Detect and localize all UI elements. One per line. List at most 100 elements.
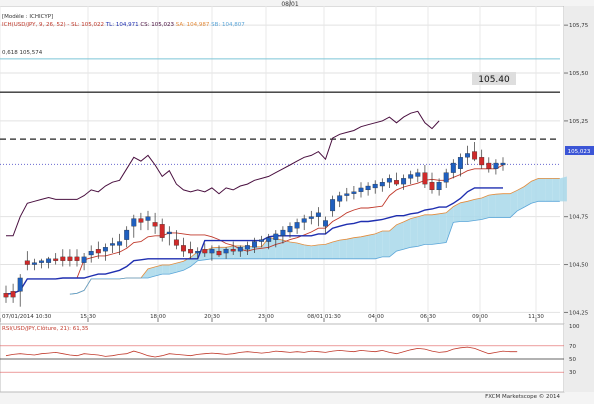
price-tick-label: 104,25: [569, 310, 589, 316]
candle-body: [457, 157, 463, 169]
candle-body: [493, 162, 499, 169]
candle-body: [429, 182, 435, 191]
cloud-segment: [538, 178, 546, 202]
legend-entry: ICH(USD/JPY, 9, 26, 52) -: [2, 22, 69, 28]
candle-body: [60, 256, 66, 261]
candle-body: [408, 174, 414, 179]
candle-body: [372, 183, 378, 189]
legend-entry: SA: 104,987: [174, 22, 210, 28]
cloud-segment: [275, 238, 283, 259]
candle-body: [195, 250, 201, 254]
rsi-plot-area[interactable]: [0, 323, 565, 393]
legend-entry: CS: 105,023: [139, 22, 175, 28]
price-tick-label: 104,50: [569, 263, 589, 269]
time-tick-label: 11:30: [528, 314, 544, 320]
price-tick-label: 105,50: [569, 71, 589, 77]
time-axis-ticks: 07/01/2014 10:30 15:30 18:00 20:30 23:00 08/0…: [0, 314, 544, 322]
candle-body: [110, 243, 115, 246]
cloud-segment: [368, 233, 376, 259]
candle-body: [394, 180, 399, 185]
cloud-segment: [453, 202, 461, 223]
candle-body: [280, 229, 286, 236]
cloud-segment: [375, 231, 383, 259]
candle-body: [358, 187, 364, 192]
candle-body: [17, 277, 23, 292]
candle-body: [273, 233, 279, 240]
cloud-segment: [524, 181, 532, 208]
candle-body: [344, 193, 350, 196]
time-tick-label: 09:00: [472, 314, 488, 320]
cloud-segment: [495, 193, 503, 218]
candle-body: [88, 250, 94, 256]
cloud-segment: [545, 178, 553, 202]
cloud-segment: [325, 242, 333, 259]
module-label: [Modèle : ICHICYP]: [2, 13, 53, 20]
candle-body: [188, 249, 194, 254]
candle-body: [479, 157, 485, 166]
cloud-segment: [311, 244, 319, 259]
candle-body: [330, 199, 336, 212]
candle-body: [401, 178, 407, 185]
indicator-legend: ICH(USD/JPY, 9, 26, 52) - SL: 105,022 TL…: [2, 22, 245, 28]
candle-body: [230, 249, 236, 252]
price-tick-label: 105,25: [569, 119, 589, 125]
candle-body: [436, 182, 442, 191]
cloud-segment: [446, 206, 454, 243]
cloud-segment: [254, 246, 262, 259]
candle-body: [450, 162, 456, 173]
cloud-segment: [162, 265, 170, 275]
candle-body: [323, 220, 328, 227]
cloud-segment: [488, 194, 496, 218]
candle-body: [3, 293, 9, 298]
cloud-segment: [155, 265, 163, 277]
cloud-segment: [148, 266, 156, 278]
candle-body: [301, 218, 307, 223]
cloud-segment: [332, 240, 340, 259]
candle-body: [237, 247, 243, 252]
candle-body: [365, 185, 371, 191]
cloud-segment: [552, 178, 560, 202]
candle-body: [152, 222, 158, 227]
cloud-segment: [382, 231, 390, 257]
time-tick-label: 20:30: [204, 314, 220, 320]
rsi-tick-label: 30: [569, 370, 576, 376]
candle-body: [202, 249, 208, 254]
candle-body: [166, 231, 172, 235]
candle-body: [131, 218, 137, 227]
chikou-line: [6, 110, 440, 237]
candle-body: [252, 241, 257, 248]
legend-entry: TL: 104,971: [104, 22, 139, 28]
time-tick-label: 08/01 01:30: [307, 314, 341, 320]
rsi-tick-label: 100: [569, 324, 580, 330]
candle-body: [74, 256, 80, 261]
candle-body: [159, 224, 165, 238]
candle-body: [53, 258, 59, 261]
cloud-segment: [432, 213, 440, 245]
candle-body: [443, 172, 449, 183]
cloud-segment: [403, 218, 411, 250]
time-tick-label: 06:30: [420, 314, 436, 320]
price-tick-label: 105,75: [569, 23, 589, 29]
rsi-tick-label: 50: [569, 357, 576, 363]
rsi-line: [5, 346, 518, 358]
rsi-label: RSI(USD/JPY,Clôture, 21): 61,35: [2, 325, 89, 332]
candle-body: [287, 226, 293, 233]
candle-body: [209, 249, 215, 254]
candle-body: [465, 153, 470, 158]
candle-body: [138, 218, 144, 223]
rsi-axis: [564, 324, 594, 392]
candle-body: [145, 216, 151, 221]
price-axis-ticks: 105,75 105,50 105,25 104,75 104,50 104,25: [564, 23, 589, 316]
candle-body: [173, 239, 179, 246]
span-a-line: [69, 178, 560, 295]
span-b-line: [69, 200, 560, 295]
time-tick-label: 07/01/2014 10:30: [2, 314, 52, 320]
candle-body: [315, 212, 321, 217]
cloud-segment: [410, 216, 418, 248]
candle-body: [102, 247, 108, 252]
cloud-segment: [282, 240, 290, 259]
candle-body: [39, 260, 44, 263]
cloud-segment: [297, 243, 305, 259]
